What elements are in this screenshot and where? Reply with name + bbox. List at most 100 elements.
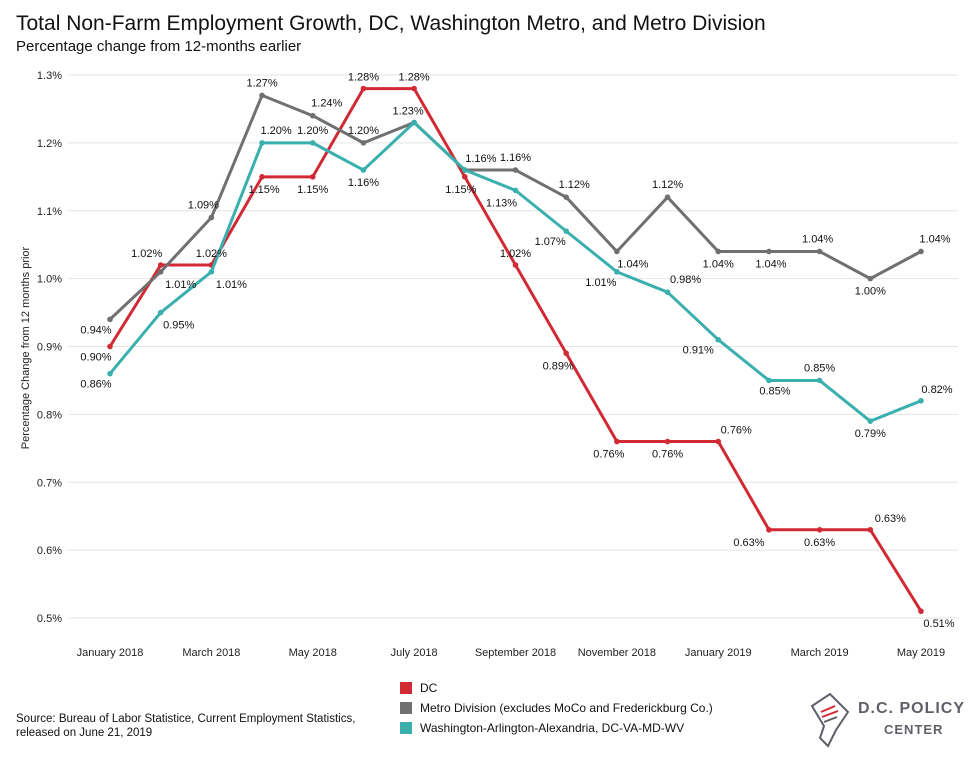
legend-swatch-metro-division: [400, 702, 412, 714]
data-label-washington-metro: 0.98%: [670, 274, 701, 286]
data-label-dc: 0.89%: [543, 360, 574, 372]
legend-swatch-dc: [400, 682, 412, 694]
data-point-dc: [664, 438, 671, 445]
legend-label-metro-division: Metro Division (excludes MoCo and Freder…: [420, 701, 713, 715]
data-label-washington-metro: 1.01%: [585, 277, 616, 289]
data-point-metro-division: [715, 248, 722, 255]
legend-label-dc: DC: [420, 681, 438, 695]
data-label-metro-division: 1.27%: [246, 77, 277, 89]
dc-map-icon: [810, 692, 850, 748]
data-point-washington-metro: [360, 167, 367, 173]
data-point-washington-metro: [309, 140, 316, 146]
data-label-dc: 1.15%: [297, 184, 328, 196]
chart-title: Total Non-Farm Employment Growth, DC, Wa…: [16, 12, 766, 35]
dc-policy-center-logo[interactable]: D.C. POLICY CENTER: [806, 690, 966, 750]
data-point-metro-division: [563, 194, 569, 200]
data-label-metro-division: 1.01%: [165, 279, 196, 291]
data-label-metro-division: 1.12%: [559, 179, 590, 191]
logo-text-line2: CENTER: [884, 722, 944, 737]
data-point-dc: [816, 526, 823, 533]
y-tick-label: 1.1%: [37, 206, 62, 218]
x-tick-label: March 2019: [791, 647, 849, 659]
data-label-metro-division: 1.04%: [919, 233, 950, 245]
data-label-dc: 1.02%: [500, 248, 531, 260]
x-tick-label: January 2018: [77, 647, 144, 659]
y-tick-label: 1.2%: [37, 138, 62, 150]
data-point-washington-metro: [867, 418, 874, 424]
data-label-metro-division: 1.16%: [500, 152, 531, 164]
data-label-dc: 0.63%: [875, 513, 906, 525]
data-label-washington-metro: 1.20%: [260, 125, 291, 137]
data-label-dc: 0.76%: [652, 449, 683, 461]
data-label-metro-division: 1.09%: [188, 200, 219, 212]
data-label-dc: 1.02%: [196, 248, 227, 260]
data-point-dc: [766, 526, 772, 533]
data-point-washington-metro: [157, 309, 164, 316]
data-point-washington-metro: [918, 398, 924, 404]
data-point-metro-division: [360, 140, 367, 146]
data-label-washington-metro: 1.01%: [216, 279, 247, 291]
data-point-washington-metro: [411, 119, 417, 126]
data-label-washington-metro: 0.79%: [855, 428, 886, 440]
data-point-metro-division: [208, 214, 215, 221]
data-label-dc: 1.28%: [348, 72, 379, 84]
data-label-dc: 0.63%: [804, 537, 835, 549]
y-tick-label: 0.6%: [37, 545, 62, 557]
data-label-dc: 0.51%: [923, 618, 954, 630]
data-point-dc: [867, 526, 874, 533]
data-label-washington-metro: 0.86%: [80, 379, 111, 391]
data-label-metro-division: 1.20%: [348, 125, 379, 137]
x-tick-label: May 2019: [897, 647, 945, 659]
data-point-metro-division: [614, 248, 620, 255]
chart-subtitle: Percentage change from 12-months earlier: [16, 38, 302, 55]
data-label-metro-division: 1.04%: [617, 258, 648, 270]
data-point-dc: [462, 174, 468, 180]
data-label-washington-metro: 1.07%: [535, 236, 566, 248]
y-axis-ticks: 0.5% 0.6% 0.7% 0.8% 0.9% 1.0% 1.1% 1.2% 1.3%: [37, 70, 62, 625]
data-label-dc: 1.15%: [445, 184, 476, 196]
x-tick-label: May 2018: [289, 647, 337, 659]
data-point-metro-division: [766, 248, 772, 255]
data-label-washington-metro: 1.13%: [486, 197, 517, 209]
data-point-metro-division: [309, 112, 316, 119]
data-point-dc: [107, 343, 113, 350]
data-point-metro-division: [512, 167, 519, 173]
x-tick-label: March 2018: [182, 647, 240, 659]
data-label-metro-division: 1.04%: [703, 258, 734, 270]
y-tick-label: 0.9%: [37, 342, 62, 354]
data-point-washington-metro: [715, 336, 722, 343]
data-point-metro-division: [918, 248, 924, 255]
legend: DC Metro Division (excludes MoCo and Fre…: [400, 678, 713, 738]
data-label-washington-metro: 0.85%: [804, 362, 835, 374]
data-point-metro-division: [259, 92, 265, 99]
source-note: Source: Bureau of Labor Statistice, Curr…: [16, 713, 356, 739]
data-label-washington-metro: 0.95%: [163, 320, 194, 332]
y-tick-label: 1.3%: [37, 70, 62, 82]
data-label-metro-division: 1.12%: [652, 179, 683, 191]
data-point-washington-metro: [512, 187, 519, 194]
data-point-dc: [512, 262, 519, 268]
y-tick-label: 0.8%: [37, 409, 62, 421]
data-label-dc: 0.76%: [593, 449, 624, 461]
data-label-washington-metro: 1.20%: [297, 125, 328, 137]
y-axis-label: Percentage Change from 12 months prior: [20, 246, 32, 449]
legend-swatch-washington-metro: [400, 722, 412, 734]
data-point-dc: [614, 438, 620, 445]
data-point-metro-division: [157, 269, 164, 275]
data-label-metro-division: 0.94%: [80, 324, 111, 336]
legend-item-dc: DC: [400, 678, 713, 698]
data-point-washington-metro: [816, 377, 823, 384]
legend-item-metro-division: Metro Division (excludes MoCo and Freder…: [400, 698, 713, 718]
data-label-washington-metro: 0.82%: [921, 384, 952, 396]
y-tick-label: 1.0%: [37, 274, 62, 286]
data-label-washington-metro: 1.16%: [348, 177, 379, 189]
data-label-washington-metro: 0.85%: [759, 385, 790, 397]
x-tick-label: January 2019: [685, 647, 752, 659]
logo-text-line1: D.C. POLICY: [858, 700, 966, 717]
data-point-metro-division: [816, 248, 823, 255]
y-tick-label: 0.5%: [37, 613, 62, 625]
data-point-washington-metro: [259, 140, 265, 146]
x-tick-label: July 2018: [391, 647, 438, 659]
data-point-metro-division: [107, 316, 113, 323]
